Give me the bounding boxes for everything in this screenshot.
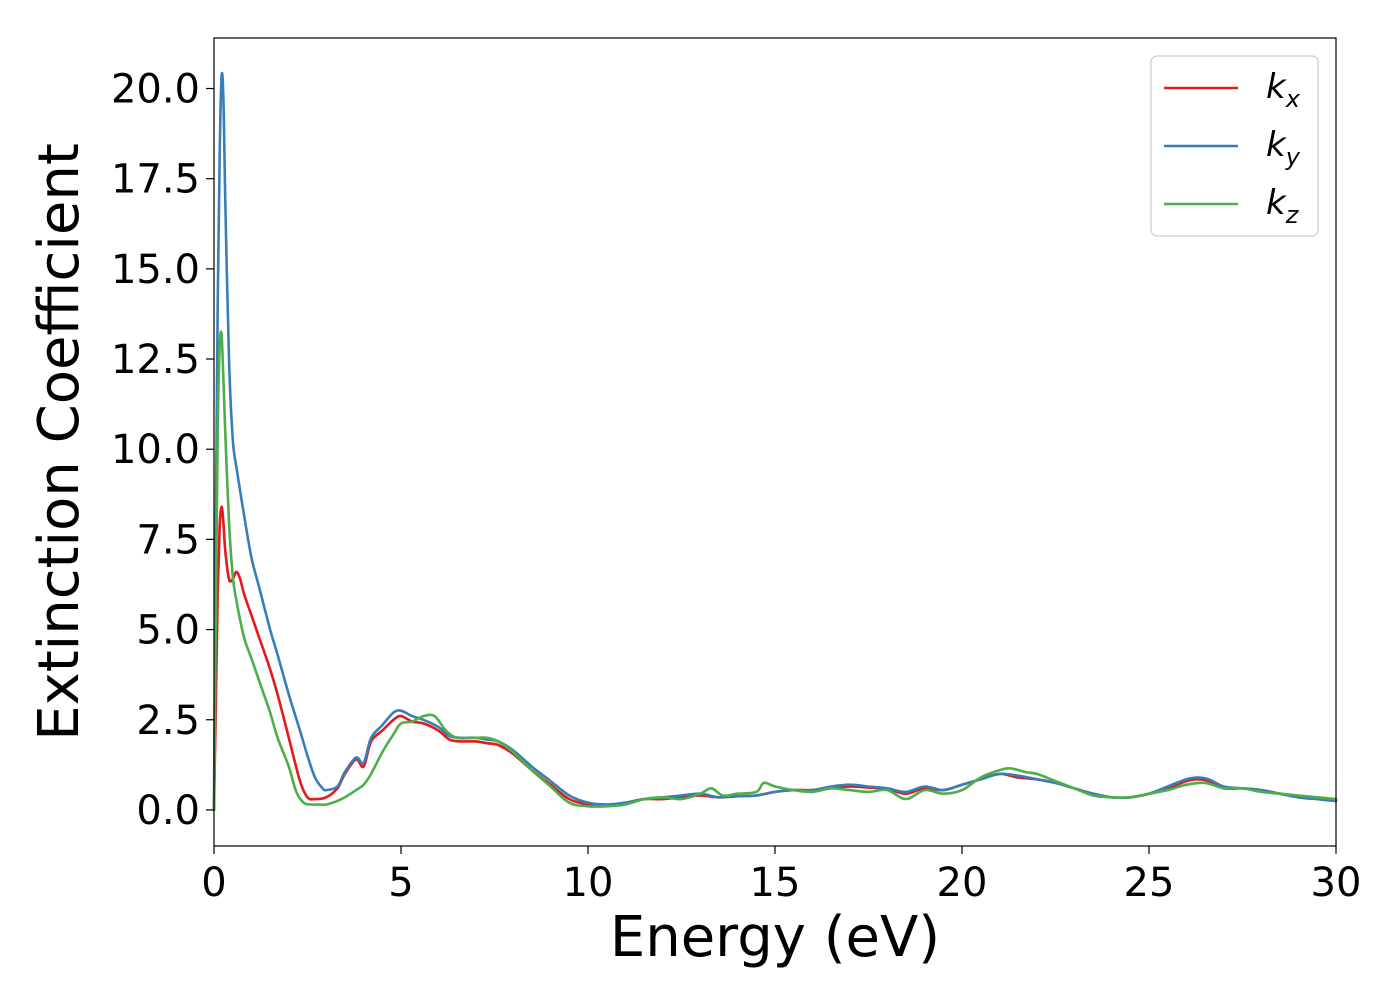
- y-axis-ticks: 0.0 2.5 5.0 7.5 10.0 12.5 15.0 17.5 20.0: [111, 67, 214, 834]
- x-tick-label: 30: [1311, 860, 1362, 906]
- y-tick-label: 7.5: [136, 517, 200, 563]
- y-tick-label: 15.0: [111, 247, 200, 293]
- series-line-ky: [212, 71, 1338, 812]
- legend: kx ky kz: [1150, 55, 1319, 237]
- x-axis-label: Energy (eV): [610, 905, 940, 970]
- y-tick-label: 10.0: [111, 427, 200, 473]
- y-tick-label: 5.0: [136, 608, 200, 654]
- x-tick-label: 20: [937, 860, 988, 906]
- legend-label-kx: kx: [1266, 67, 1301, 113]
- x-tick-label: 15: [750, 860, 801, 906]
- y-tick-label: 0.0: [136, 788, 200, 834]
- y-tick-label: 17.5: [111, 157, 200, 203]
- plot-lines: [212, 71, 1338, 812]
- legend-entries: kx ky kz: [1164, 67, 1301, 229]
- x-tick-label: 25: [1124, 860, 1175, 906]
- x-tick-label: 5: [388, 860, 413, 906]
- y-tick-label: 2.5: [136, 698, 200, 744]
- legend-label-ky: ky: [1266, 125, 1301, 171]
- y-tick-label: 12.5: [111, 337, 200, 383]
- x-axis-ticks: 0 5 10 15 20 25 30: [201, 846, 1361, 906]
- series-line-kz: [212, 330, 1338, 812]
- y-tick-label: 20.0: [111, 67, 200, 113]
- y-axis-label: Extinction Coefficient: [27, 143, 92, 741]
- legend-label-kz: kz: [1266, 183, 1300, 229]
- x-tick-label: 10: [563, 860, 614, 906]
- x-tick-label: 0: [201, 860, 226, 906]
